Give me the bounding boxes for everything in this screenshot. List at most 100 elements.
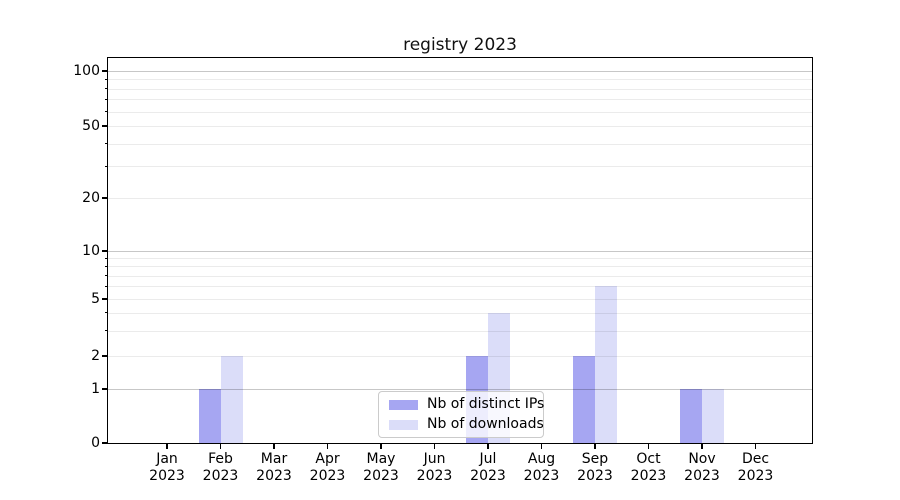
bar-downloads-sep bbox=[595, 286, 617, 443]
y-tick-mark-20 bbox=[102, 197, 108, 199]
x-tick-year: 2023 bbox=[149, 468, 185, 484]
y-tick-mark-5 bbox=[102, 298, 108, 300]
y-tick-label-20: 20 bbox=[82, 190, 100, 206]
y-tick-mark-2 bbox=[102, 355, 108, 357]
gridline-major-100 bbox=[108, 71, 812, 72]
x-tick-month: Aug bbox=[527, 451, 556, 467]
x-tick-year: 2023 bbox=[202, 468, 239, 484]
gridline-minor-90 bbox=[108, 79, 812, 81]
gridline-minor-6 bbox=[108, 286, 812, 288]
x-tick-mark-mar bbox=[273, 443, 275, 449]
gridline-minor-2 bbox=[108, 356, 812, 357]
x-tick-mark-jun bbox=[433, 443, 436, 449]
x-tick-label-mar: Mar 2023 bbox=[239, 451, 309, 485]
gridline-minor-20 bbox=[108, 198, 812, 199]
x-tick-month: Jul bbox=[479, 451, 497, 467]
y-tick-label-2: 2 bbox=[91, 348, 100, 364]
gridline-minor-7 bbox=[108, 275, 812, 277]
x-tick-month: Nov bbox=[688, 451, 716, 467]
x-tick-year: 2023 bbox=[363, 468, 399, 484]
x-tick-mark-oct bbox=[647, 443, 650, 449]
plot-area bbox=[107, 57, 813, 444]
y-tick-mark-50 bbox=[102, 125, 108, 127]
gridline-minor-9 bbox=[108, 258, 812, 260]
x-tick-label-jan: Jan 2023 bbox=[132, 451, 202, 485]
x-tick-year: 2023 bbox=[256, 468, 292, 484]
gridline-minor-3 bbox=[108, 330, 812, 332]
x-tick-year: 2023 bbox=[577, 468, 613, 484]
gridline-minor-60 bbox=[108, 111, 812, 113]
x-tick-year: 2023 bbox=[737, 468, 774, 484]
x-tick-year: 2023 bbox=[523, 468, 560, 484]
y-minortick-mark-90 bbox=[104, 78, 108, 80]
gridline-minor-80 bbox=[108, 88, 812, 90]
y-tick-mark-10 bbox=[102, 250, 108, 252]
x-tick-label-oct: Oct 2023 bbox=[614, 451, 684, 485]
x-tick-month: Oct bbox=[636, 451, 661, 467]
y-minortick-mark-4 bbox=[104, 312, 108, 314]
bar-downloads-feb bbox=[220, 356, 243, 443]
legend-item-distinct-ips: Nb of distinct IPs bbox=[389, 397, 544, 412]
y-minortick-mark-30 bbox=[104, 165, 108, 167]
x-tick-month: May bbox=[366, 451, 396, 467]
y-tick-mark-0 bbox=[102, 442, 108, 444]
x-tick-month: Sep bbox=[581, 451, 609, 467]
gridline-minor-5 bbox=[108, 299, 812, 300]
y-minortick-mark-7 bbox=[104, 275, 108, 277]
legend-item-downloads: Nb of downloads bbox=[389, 417, 544, 432]
y-tick-label-5: 5 bbox=[91, 291, 100, 307]
legend: Nb of distinct IPs Nb of downloads bbox=[378, 391, 544, 438]
x-tick-mark-may bbox=[380, 443, 382, 449]
x-tick-mark-dec bbox=[754, 443, 757, 449]
legend-label-distinct-ips: Nb of distinct IPs bbox=[427, 396, 545, 412]
y-minortick-mark-80 bbox=[104, 88, 108, 90]
x-tick-mark-nov bbox=[701, 443, 703, 449]
x-tick-month: Apr bbox=[315, 451, 340, 467]
gridline-minor-50 bbox=[108, 126, 812, 127]
gridline-minor-70 bbox=[108, 99, 812, 101]
bar-distinct-ips-feb bbox=[198, 389, 221, 443]
y-minortick-mark-3 bbox=[104, 330, 108, 332]
x-tick-mark-feb bbox=[219, 443, 222, 449]
y-minortick-mark-40 bbox=[104, 143, 108, 145]
y-tick-label-50: 50 bbox=[82, 118, 100, 134]
x-tick-label-may: May 2023 bbox=[346, 451, 416, 485]
y-minortick-mark-70 bbox=[104, 98, 108, 100]
x-tick-label-jun: Jun 2023 bbox=[400, 451, 470, 485]
x-tick-year: 2023 bbox=[630, 468, 667, 484]
x-tick-label-dec: Dec 2023 bbox=[721, 451, 791, 485]
x-tick-year: 2023 bbox=[684, 468, 720, 484]
x-tick-label-jul: Jul 2023 bbox=[453, 451, 523, 485]
gridline-major-1 bbox=[108, 389, 812, 390]
x-tick-label-nov: Nov 2023 bbox=[667, 451, 737, 485]
x-tick-month: Jan bbox=[156, 451, 178, 467]
x-tick-year: 2023 bbox=[470, 468, 506, 484]
x-tick-month: Mar bbox=[260, 451, 288, 467]
gridline-minor-4 bbox=[108, 312, 812, 314]
y-minortick-mark-60 bbox=[104, 111, 108, 113]
y-tick-label-100: 100 bbox=[73, 63, 100, 79]
x-tick-mark-sep bbox=[594, 443, 596, 449]
bar-distinct-ips-sep bbox=[573, 356, 595, 443]
x-tick-label-aug: Aug 2023 bbox=[507, 451, 577, 485]
y-tick-label-1: 1 bbox=[91, 381, 100, 397]
y-minortick-mark-8 bbox=[104, 265, 108, 267]
x-tick-label-apr: Apr 2023 bbox=[293, 451, 363, 485]
x-tick-month: Jun bbox=[423, 451, 446, 467]
x-tick-label-sep: Sep 2023 bbox=[560, 451, 630, 485]
y-minortick-mark-6 bbox=[104, 285, 108, 287]
x-tick-year: 2023 bbox=[416, 468, 453, 484]
y-minortick-mark-9 bbox=[104, 257, 108, 259]
y-tick-mark-100 bbox=[102, 70, 108, 72]
x-tick-mark-jan bbox=[166, 443, 168, 449]
x-tick-month: Feb bbox=[208, 451, 233, 467]
x-tick-mark-aug bbox=[540, 443, 543, 449]
gridline-minor-8 bbox=[108, 266, 812, 268]
x-tick-label-feb: Feb 2023 bbox=[186, 451, 256, 485]
bar-downloads-nov bbox=[702, 389, 724, 443]
legend-swatch-downloads bbox=[389, 419, 418, 430]
gridline-minor-40 bbox=[108, 143, 812, 145]
bar-distinct-ips-nov bbox=[680, 389, 702, 443]
x-tick-mark-apr bbox=[326, 443, 329, 449]
